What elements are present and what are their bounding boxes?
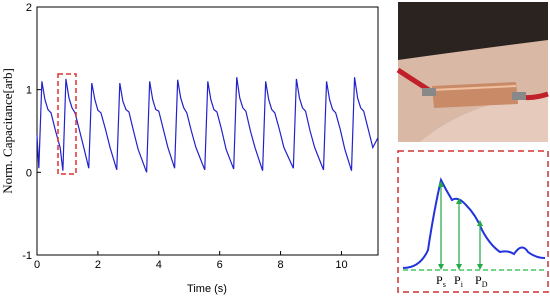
x-axis-label: Time (s) xyxy=(187,283,227,295)
inset-label-main: P xyxy=(454,273,461,287)
highlight-box xyxy=(57,73,77,175)
inset-labels: Ps Pi PD xyxy=(436,273,488,289)
inset-label-main: P xyxy=(475,273,482,287)
photo xyxy=(396,2,549,142)
x-tick-label: 0 xyxy=(34,259,40,271)
y-axis-label: Norm. Capacitance[arb] xyxy=(0,68,15,194)
y-tick-label: 1 xyxy=(26,85,32,97)
y-tick-label: 2 xyxy=(26,2,32,14)
y-tick-label: 0 xyxy=(26,167,32,179)
inset-label: PD xyxy=(475,273,488,289)
inset-label-sub: i xyxy=(461,280,464,289)
inset-label-sub: s xyxy=(443,280,446,289)
data-line xyxy=(36,77,379,173)
inset-label-sub: D xyxy=(482,280,488,289)
y-tick-label: -1 xyxy=(22,250,32,262)
x-tick-label: 6 xyxy=(217,259,223,271)
inset-label-main: P xyxy=(436,273,443,287)
inset: Ps Pi PD xyxy=(397,150,549,293)
plot-frame xyxy=(36,6,379,256)
inset-label: Ps xyxy=(436,273,446,289)
x-tick-label: 8 xyxy=(278,259,284,271)
x-tick-label: 10 xyxy=(335,259,347,271)
inset-label: Pi xyxy=(454,273,464,289)
x-tick-label: 2 xyxy=(95,259,101,271)
x-tick-label: 4 xyxy=(156,259,162,271)
